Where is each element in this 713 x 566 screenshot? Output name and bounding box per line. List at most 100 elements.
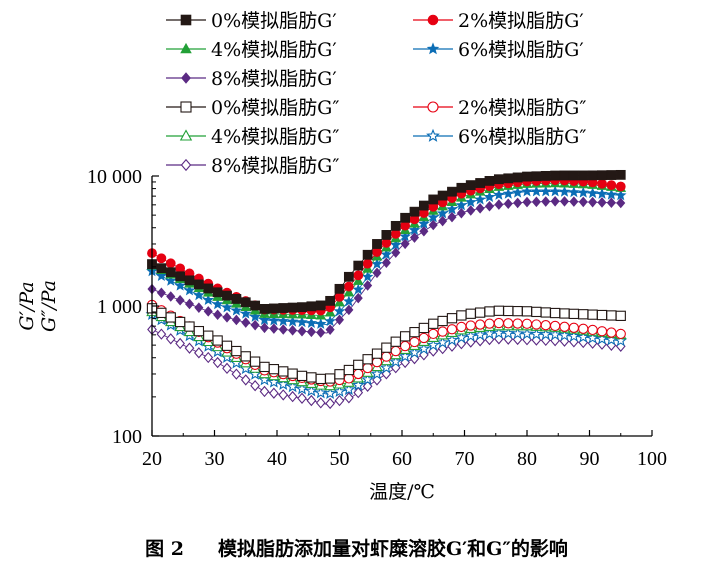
legend-entry: 4%模拟脂肪G′ (166, 39, 337, 61)
data-point (221, 340, 233, 351)
data-point (287, 368, 298, 379)
data-point (361, 270, 374, 282)
data-point (295, 382, 309, 395)
data-point (512, 172, 523, 183)
data-point (475, 178, 486, 188)
data-point (203, 330, 214, 341)
data-point (559, 170, 570, 181)
data-point (568, 308, 580, 320)
data-point (184, 275, 195, 286)
data-point (541, 196, 551, 207)
legend-marker (181, 72, 191, 84)
data-point (438, 215, 448, 227)
data-point (258, 313, 271, 325)
data-point (334, 283, 345, 294)
data-point (550, 170, 561, 181)
data-point (596, 326, 608, 337)
legend-entry: 6%模拟脂肪G″ (413, 126, 586, 148)
data-point (334, 314, 345, 326)
data-point (306, 326, 316, 338)
data-point (343, 271, 354, 282)
data-point (381, 257, 391, 269)
data-point (616, 197, 626, 209)
data-point (419, 225, 429, 237)
legend-marker (180, 42, 192, 54)
data-point (447, 186, 457, 197)
y-tick-label: 10 000 (87, 166, 142, 188)
data-point (604, 333, 618, 346)
data-point (333, 305, 346, 317)
figure-number: 图 2 (145, 538, 184, 560)
data-point (569, 196, 579, 207)
data-point (342, 382, 356, 396)
data-point (278, 303, 289, 313)
data-point (202, 293, 215, 305)
data-point (222, 312, 232, 323)
y-axis-title-line: G′/Pa (16, 281, 38, 330)
data-point (212, 287, 223, 298)
data-point (474, 319, 486, 330)
data-point (184, 298, 195, 310)
data-point (522, 196, 532, 208)
data-point (297, 302, 307, 313)
data-point (211, 298, 224, 310)
legend-marker (179, 129, 193, 141)
data-point (473, 328, 487, 341)
data-point (352, 283, 365, 295)
legend-entry: 2%模拟脂肪G″ (413, 97, 586, 119)
data-point (379, 361, 393, 374)
data-point (193, 325, 205, 337)
data-point (605, 188, 618, 200)
data-point (353, 292, 363, 304)
legend-label: 6%模拟脂肪G″ (458, 126, 586, 148)
series-6 (146, 303, 626, 385)
data-point (606, 180, 617, 191)
data-point (428, 328, 439, 340)
data-point (568, 170, 579, 181)
data-point (203, 351, 214, 364)
data-point (175, 337, 185, 350)
data-point (446, 324, 458, 335)
data-point (428, 219, 438, 231)
data-point (408, 224, 421, 236)
data-point (446, 203, 458, 215)
data-point (165, 333, 176, 345)
data-point (456, 182, 467, 193)
data-point (371, 258, 383, 270)
data-point (231, 294, 242, 304)
data-point (306, 372, 317, 383)
data-point (287, 302, 298, 313)
data-point (399, 340, 411, 352)
data-point (306, 394, 317, 407)
data-point (344, 304, 354, 316)
x-tick-label: 80 (517, 448, 537, 470)
data-point (296, 370, 308, 382)
x-tick-label: 40 (267, 448, 287, 470)
data-point (437, 315, 448, 327)
data-point (503, 198, 513, 210)
data-point (287, 390, 298, 403)
series-4 (146, 185, 627, 329)
y-axis-title-line: G″/Pa (38, 280, 60, 332)
data-point (268, 364, 280, 375)
legend-entry: 8%模拟脂肪G′ (166, 68, 337, 90)
data-point (399, 230, 411, 242)
data-point (596, 187, 608, 199)
data-point (250, 319, 260, 331)
data-point (466, 205, 476, 216)
legend-label: 8%模拟脂肪G′ (211, 68, 337, 90)
data-point (259, 361, 270, 373)
data-point (391, 247, 401, 258)
data-point (437, 326, 448, 337)
data-point (521, 318, 533, 329)
data-point (184, 321, 195, 332)
data-point (390, 220, 401, 231)
data-point (250, 380, 260, 392)
data-point (606, 197, 616, 209)
data-point (305, 317, 318, 329)
data-point (156, 263, 167, 274)
data-point (493, 188, 505, 200)
data-point (409, 326, 420, 338)
data-point (324, 315, 336, 327)
data-point (371, 356, 383, 368)
